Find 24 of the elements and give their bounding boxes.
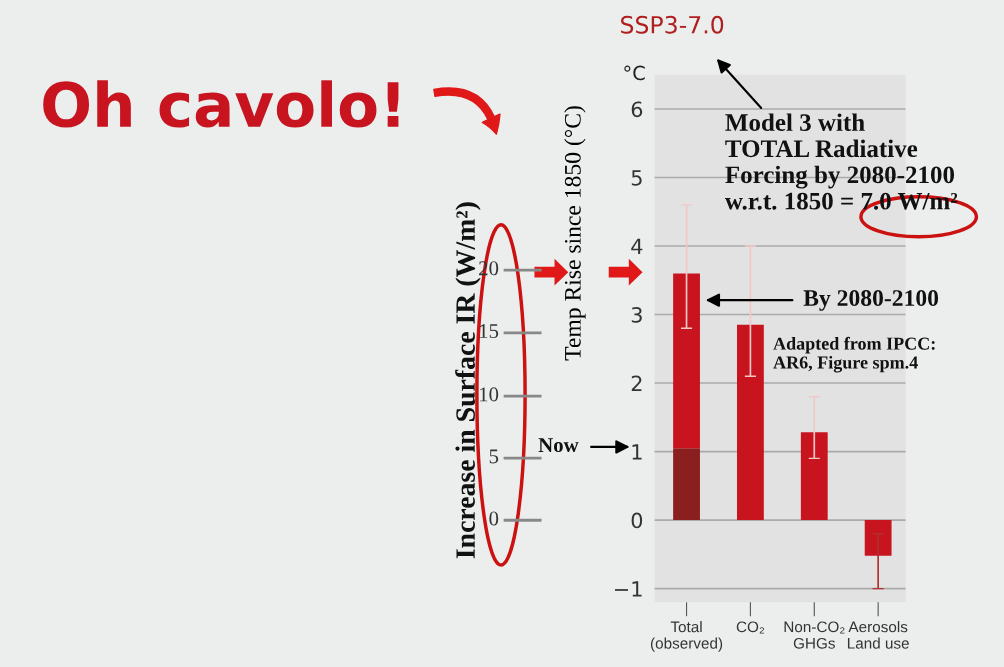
y-tick-label: 6 bbox=[631, 101, 643, 118]
annotation: Adapted from IPCC: AR6, Figure spm.4 bbox=[773, 336, 935, 373]
text: 15 bbox=[479, 324, 499, 339]
x-tick-label: CO₂ bbox=[736, 621, 765, 634]
y-axis-title: Temp Rise since 1850 (°C) bbox=[564, 106, 586, 361]
y-tick-label: 2 bbox=[631, 375, 642, 391]
chart-subtitle: SSP3-7.0 bbox=[621, 15, 724, 34]
x-tick-label: Non-CO₂ GHGs bbox=[784, 621, 845, 649]
text: 0 bbox=[489, 511, 499, 526]
text: °C bbox=[624, 65, 645, 81]
y-tick-label: 1 bbox=[632, 444, 642, 460]
x-tick-label: Total (observed) bbox=[650, 621, 723, 652]
text: Increase in Surface IR (W/m²) bbox=[455, 202, 481, 559]
y-tick-label: 5 bbox=[631, 170, 642, 186]
text: 10 bbox=[479, 387, 499, 402]
y-tick-label: 3 bbox=[631, 306, 642, 323]
text: Now bbox=[538, 438, 579, 453]
text: 5 bbox=[489, 449, 499, 464]
y-tick-label: −1 bbox=[614, 581, 642, 597]
annotation: By 2080-2100 bbox=[803, 290, 939, 311]
x-tick-label: Aerosols Land use bbox=[847, 621, 909, 649]
y-tick-label: 4 bbox=[631, 238, 643, 254]
chart-title: Oh cavolo! bbox=[43, 80, 399, 128]
y-tick-label: 0 bbox=[631, 512, 643, 529]
